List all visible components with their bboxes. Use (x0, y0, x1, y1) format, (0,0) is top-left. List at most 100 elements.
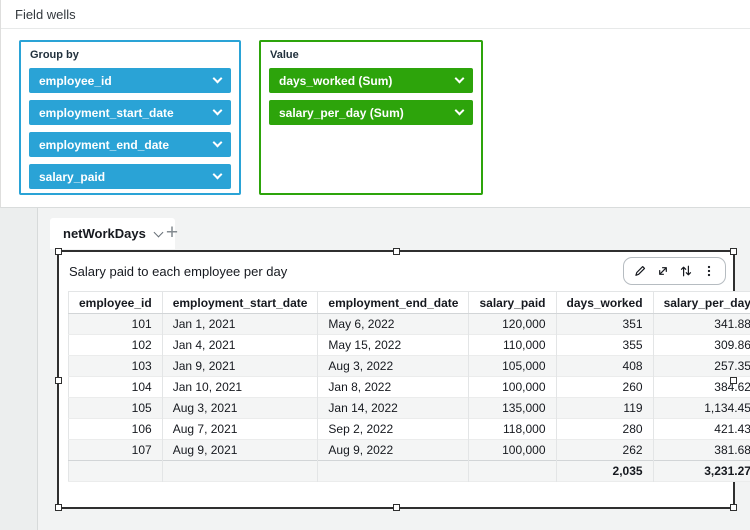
field-pill-label: salary_paid (39, 169, 106, 184)
table-cell: 341.88 (652, 313, 750, 335)
sheet-area: netWorkDays + Salary paid to each employ… (0, 208, 750, 530)
field-wells-panel: Field wells Group by employee_id employm… (0, 0, 750, 208)
resize-handle-bottom-middle[interactable] (393, 504, 400, 511)
field-pill-salary-paid[interactable]: salary_paid (29, 164, 231, 189)
table-cell: Aug 7, 2021 (161, 418, 318, 440)
chevron-down-icon (212, 73, 223, 84)
table-cell: 102 (131, 338, 152, 352)
column-header-days-worked[interactable]: days_worked (555, 291, 654, 314)
column-header-employment-start-date[interactable]: employment_start_date (161, 291, 318, 314)
table-row: 106 Aug 7, 2021 Sep 2, 2022 118,000 280 … (68, 418, 750, 440)
field-pill-label: employment_start_date (39, 105, 174, 120)
column-header-employee-id[interactable]: employee_id (68, 291, 163, 314)
resize-handle-top-left[interactable] (55, 248, 62, 255)
field-pill-label: days_worked (Sum) (279, 73, 393, 88)
table-cell: 110,000 (468, 334, 557, 356)
table-cell: Jan 1, 2021 (161, 313, 318, 335)
table-cell: 384.62 (652, 376, 750, 398)
table-row: 107 Aug 9, 2021 Aug 9, 2022 100,000 262 … (68, 439, 750, 461)
sheet-tab-networkdays[interactable]: netWorkDays (50, 218, 175, 249)
table-cell: 280 (555, 418, 654, 440)
table-cell: May 6, 2022 (317, 313, 469, 335)
column-header-salary-paid[interactable]: salary_paid (468, 291, 557, 314)
value-well: Value days_worked (Sum) salary_per_day (… (259, 40, 483, 195)
chevron-down-icon (212, 105, 223, 116)
field-pill-employment-end-date[interactable]: employment_end_date (29, 132, 231, 157)
table-cell: Jan 4, 2021 (161, 334, 318, 356)
resize-handle-bottom-left[interactable] (55, 504, 62, 511)
table-cell: 408 (555, 355, 654, 377)
table-cell: 119 (555, 397, 654, 419)
pivot-table: employee_id employment_start_date employ… (68, 291, 750, 482)
resize-handle-middle-right[interactable] (730, 376, 737, 384)
resize-handle-bottom-right[interactable] (730, 504, 737, 511)
expand-maximize-icon[interactable] (653, 260, 673, 282)
table-cell: Sep 2, 2022 (317, 418, 469, 440)
table-cell: 381.68 (652, 439, 750, 461)
field-pill-employee-id[interactable]: employee_id (29, 68, 231, 93)
resize-handle-top-middle[interactable] (393, 248, 400, 255)
column-header-employment-end-date[interactable]: employment_end_date (317, 291, 469, 314)
table-cell: 421.43 (652, 418, 750, 440)
totals-cell: 3,231.27 (652, 460, 750, 482)
table-cell: 105,000 (468, 355, 557, 377)
resize-handle-middle-left[interactable] (55, 376, 62, 384)
table-cell: Aug 9, 2022 (317, 439, 469, 461)
field-pill-label: salary_per_day (Sum) (279, 105, 404, 120)
table-cell: 257.35 (652, 355, 750, 377)
chevron-down-icon (454, 73, 465, 84)
group-by-well: Group by employee_id employment_start_da… (19, 40, 241, 195)
table-cell: 118,000 (468, 418, 557, 440)
add-sheet-button[interactable]: + (165, 221, 179, 244)
resize-handle-top-right[interactable] (730, 248, 737, 255)
sheet-tab-label: netWorkDays (63, 226, 146, 241)
table-cell: 135,000 (468, 397, 557, 419)
table-cell: 260 (555, 376, 654, 398)
column-header-salary-per-day[interactable]: salary_per_day (652, 291, 750, 314)
table-header-row: employee_id employment_start_date employ… (68, 291, 750, 314)
kebab-menu-icon[interactable] (699, 260, 719, 282)
table-row: 102 Jan 4, 2021 May 15, 2022 110,000 355… (68, 334, 750, 356)
table-cell: 100,000 (468, 439, 557, 461)
table-cell: 351 (555, 313, 654, 335)
table-row: 101 Jan 1, 2021 May 6, 2022 120,000 351 … (68, 313, 750, 335)
table-cell: Jan 9, 2021 (161, 355, 318, 377)
table-visual-container[interactable]: Salary paid to each employee per day (55, 248, 750, 511)
table-cell: Jan 14, 2022 (317, 397, 469, 419)
chevron-down-icon (454, 105, 465, 116)
totals-cell: 2,035 (555, 460, 654, 482)
table-cell: Aug 3, 2022 (317, 355, 469, 377)
visual-title: Salary paid to each employee per day (69, 264, 288, 279)
group-by-label: Group by (30, 49, 79, 61)
chevron-down-icon (212, 169, 223, 180)
visual-toolbar (623, 257, 726, 285)
table-cell: Jan 10, 2021 (161, 376, 318, 398)
table-cell: Jan 8, 2022 (317, 376, 469, 398)
table-row: 105 Aug 3, 2021 Jan 14, 2022 135,000 119… (68, 397, 750, 419)
table-cell: 309.86 (652, 334, 750, 356)
table-cell: May 15, 2022 (317, 334, 469, 356)
table-cell: 106 (131, 422, 152, 436)
totals-cell (68, 460, 163, 482)
table-cell: 105 (68, 397, 163, 419)
totals-cell (317, 460, 469, 482)
table-cell: 107 (68, 439, 163, 461)
field-pill-salary-per-day-sum[interactable]: salary_per_day (Sum) (269, 100, 473, 125)
table-row: 103 Jan 9, 2021 Aug 3, 2022 105,000 408 … (68, 355, 750, 377)
table-cell: 104 (131, 380, 152, 394)
table-cell: Aug 3, 2021 (161, 397, 318, 419)
pencil-edit-icon[interactable] (630, 260, 650, 282)
sheet-left-gutter (0, 208, 38, 530)
table-cell: 1,134.45 (652, 397, 750, 419)
table-row: 104 Jan 10, 2021 Jan 8, 2022 100,000 260… (68, 376, 750, 398)
value-label: Value (270, 49, 299, 61)
table-cell: 103 (68, 355, 163, 377)
table-cell: Aug 9, 2021 (161, 439, 318, 461)
table-totals-row: 2,035 3,231.27 (68, 460, 750, 482)
swap-arrows-icon[interactable] (676, 260, 696, 282)
field-pill-employment-start-date[interactable]: employment_start_date (29, 100, 231, 125)
field-pill-days-worked-sum[interactable]: days_worked (Sum) (269, 68, 473, 93)
field-pill-label: employment_end_date (39, 137, 170, 152)
chevron-down-icon (212, 137, 223, 148)
